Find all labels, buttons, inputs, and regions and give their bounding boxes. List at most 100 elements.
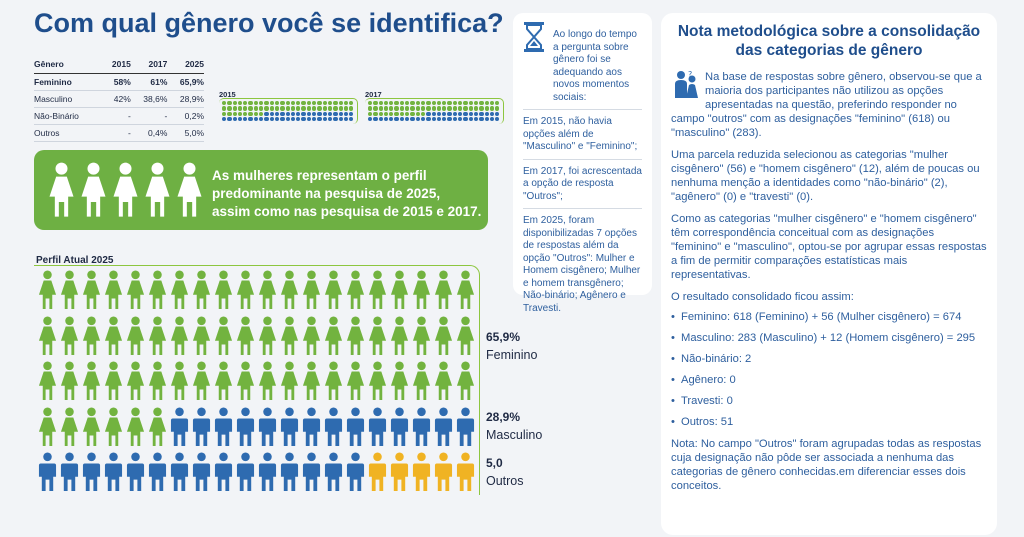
table-cell: - bbox=[130, 107, 168, 125]
table-cell: 5,0% bbox=[167, 124, 204, 142]
methodology-card: Nota metodológica sobre a consolidação d… bbox=[661, 13, 997, 535]
person-icon-green bbox=[410, 361, 432, 407]
mini-chart-dot bbox=[280, 116, 285, 122]
mini-chart-dot bbox=[378, 101, 383, 106]
mini-chart-dot bbox=[248, 106, 253, 111]
mini-chart-dot bbox=[280, 101, 285, 106]
person-icon-blue bbox=[212, 407, 234, 453]
person-icon-blue bbox=[234, 407, 256, 453]
note-paragraph: O resultado consolidado ficou assim: bbox=[671, 291, 854, 303]
mini-chart-dot bbox=[479, 116, 484, 122]
person-icon-green bbox=[58, 270, 80, 316]
mini-chart-dot bbox=[420, 111, 426, 116]
mini-chart-dot bbox=[237, 106, 243, 111]
mini-chart-dot bbox=[378, 111, 383, 116]
mini-chart-dot bbox=[274, 106, 280, 111]
person-icon-green bbox=[454, 270, 476, 316]
mini-chart-dot bbox=[253, 111, 259, 116]
person-icon-green bbox=[278, 270, 300, 316]
mini-chart-dot bbox=[327, 106, 333, 111]
person-icon-green bbox=[146, 270, 168, 316]
person-icon-green bbox=[190, 316, 212, 362]
person-icon-green bbox=[322, 316, 344, 362]
mini-chart-dot bbox=[285, 101, 290, 106]
person-icon-green bbox=[322, 361, 344, 407]
person-icon-blue bbox=[256, 452, 278, 498]
mini-chart-dot bbox=[452, 106, 458, 111]
mini-chart-dot bbox=[248, 116, 253, 122]
mini-chart-dot bbox=[479, 101, 484, 106]
timeline-item: Em 2017, foi acrescentada a opção de res… bbox=[523, 160, 642, 209]
person-icon-green bbox=[80, 270, 102, 316]
mini-chart-label: 2015 bbox=[219, 90, 236, 99]
mini-chart-dot bbox=[420, 106, 426, 111]
person-icon-green bbox=[124, 407, 146, 453]
list-item: Masculino: 283 (Masculino) + 12 (Homem c… bbox=[671, 331, 987, 345]
person-icon-green bbox=[146, 316, 168, 362]
table-cell: 65,9% bbox=[167, 73, 204, 91]
mini-chart-dot bbox=[463, 111, 468, 116]
mini-chart-dot bbox=[301, 116, 306, 122]
person-icon-blue bbox=[278, 452, 300, 498]
mini-chart-dot bbox=[264, 106, 269, 111]
table-header: 2015 bbox=[102, 56, 131, 74]
mini-chart-dot bbox=[489, 111, 495, 116]
mini-chart-dot bbox=[373, 116, 378, 122]
mini-chart-dot bbox=[264, 101, 269, 106]
person-icon-green bbox=[124, 361, 146, 407]
person-icon-green bbox=[388, 361, 410, 407]
stat-pct: 65,9% bbox=[486, 330, 521, 344]
person-icon-green bbox=[124, 270, 146, 316]
mini-chart-dot bbox=[420, 116, 426, 122]
table-header-row: Gênero 2015 2017 2025 bbox=[34, 56, 204, 74]
mini-chart-dot bbox=[338, 106, 343, 111]
timeline-card: Ao longo do tempo a pergunta sobre gêner… bbox=[513, 13, 652, 314]
mini-chart-dot bbox=[405, 106, 410, 111]
mini-chart-dot bbox=[338, 116, 343, 122]
mini-chart-dot bbox=[452, 111, 458, 116]
mini-chart-dot bbox=[383, 111, 389, 116]
mini-chart-dot bbox=[243, 101, 248, 106]
mini-chart-dot bbox=[269, 106, 274, 111]
mini-chart-dot bbox=[368, 101, 373, 106]
person-icon-green bbox=[212, 361, 234, 407]
person-icon-green bbox=[234, 270, 256, 316]
stat-masculino: 28,9% Masculino bbox=[486, 410, 542, 442]
mini-chart-dot bbox=[410, 101, 415, 106]
mini-chart-dot bbox=[436, 101, 442, 106]
mini-chart-dot bbox=[458, 116, 463, 122]
mini-chart-dot bbox=[431, 111, 436, 116]
perfil-label: Perfil Atual 2025 bbox=[36, 255, 114, 266]
mini-chart-dot bbox=[447, 111, 452, 116]
mini-chart-dot bbox=[243, 111, 248, 116]
person-icon-green bbox=[454, 316, 476, 362]
person-icon-orange bbox=[410, 452, 432, 498]
women-icons bbox=[48, 162, 203, 223]
mini-chart-dot bbox=[479, 106, 484, 111]
mini-chart-dot bbox=[394, 111, 399, 116]
person-icon-blue bbox=[124, 452, 146, 498]
mini-chart-dot bbox=[399, 111, 405, 116]
mini-chart-dot bbox=[442, 101, 447, 106]
person-icon-green bbox=[278, 361, 300, 407]
mini-chart-dot bbox=[394, 116, 399, 122]
mini-chart-dot bbox=[431, 101, 436, 106]
mini-chart-dot bbox=[317, 111, 322, 116]
person-icon-green bbox=[322, 270, 344, 316]
person-icon-green bbox=[432, 316, 454, 362]
mini-chart-dot bbox=[343, 111, 349, 116]
mini-chart-dot bbox=[373, 106, 378, 111]
woman-icon bbox=[80, 162, 107, 223]
person-icon-green bbox=[80, 316, 102, 362]
mini-chart-dot bbox=[285, 111, 290, 116]
mini-chart-dot bbox=[349, 101, 354, 106]
person-icon-blue bbox=[344, 407, 366, 453]
mini-chart-dot bbox=[378, 106, 383, 111]
mini-chart-dot bbox=[368, 106, 373, 111]
list-item: Outros: 51 bbox=[671, 415, 987, 429]
person-icon-blue bbox=[454, 407, 476, 453]
mini-chart-dot bbox=[306, 116, 312, 122]
person-icon-blue bbox=[366, 407, 388, 453]
person-icon-blue bbox=[300, 407, 322, 453]
mini-chart-dot bbox=[322, 101, 327, 106]
